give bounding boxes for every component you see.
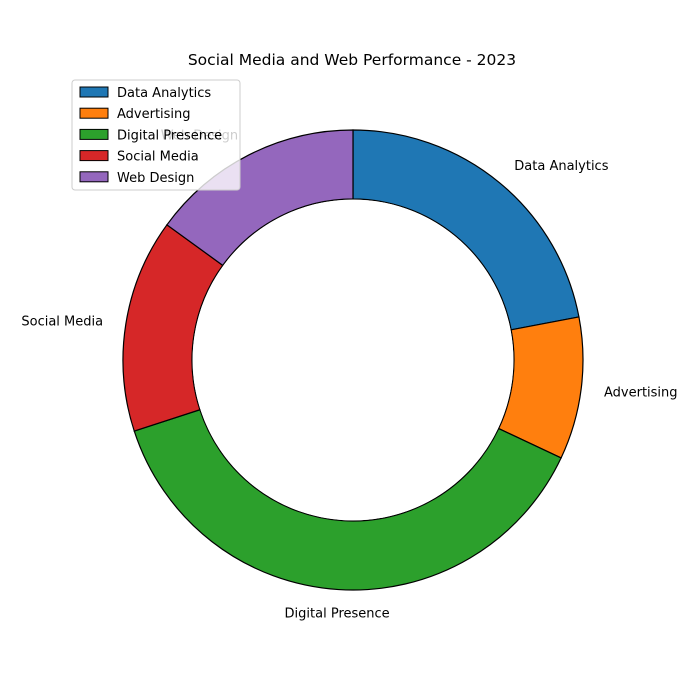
- legend-swatch-data-analytics: [80, 87, 108, 97]
- slice-label-social-media: Social Media: [21, 314, 103, 329]
- legend-label-data-analytics: Data Analytics: [117, 86, 211, 101]
- legend-label-social-media: Social Media: [117, 150, 199, 165]
- legend-label-web-design: Web Design: [117, 171, 194, 186]
- legend-swatch-digital-presence: [80, 129, 108, 139]
- legend-label-advertising: Advertising: [117, 107, 191, 122]
- legend-swatch-web-design: [80, 172, 108, 182]
- slice-label-advertising: Advertising: [604, 386, 678, 401]
- chart-title: Social Media and Web Performance - 2023: [188, 51, 516, 69]
- legend: Data Analytics Advertising Digital Presenc…: [72, 80, 240, 190]
- slice-label-digital-presence: Digital Presence: [285, 607, 390, 622]
- slices-layer: [123, 130, 583, 590]
- slice-label-data-analytics: Data Analytics: [514, 159, 608, 174]
- legend-label-digital-presence: Digital Presence: [117, 128, 222, 143]
- donut-hole: [193, 200, 514, 521]
- legend-swatch-advertising: [80, 108, 108, 118]
- legend-swatch-social-media: [80, 151, 108, 161]
